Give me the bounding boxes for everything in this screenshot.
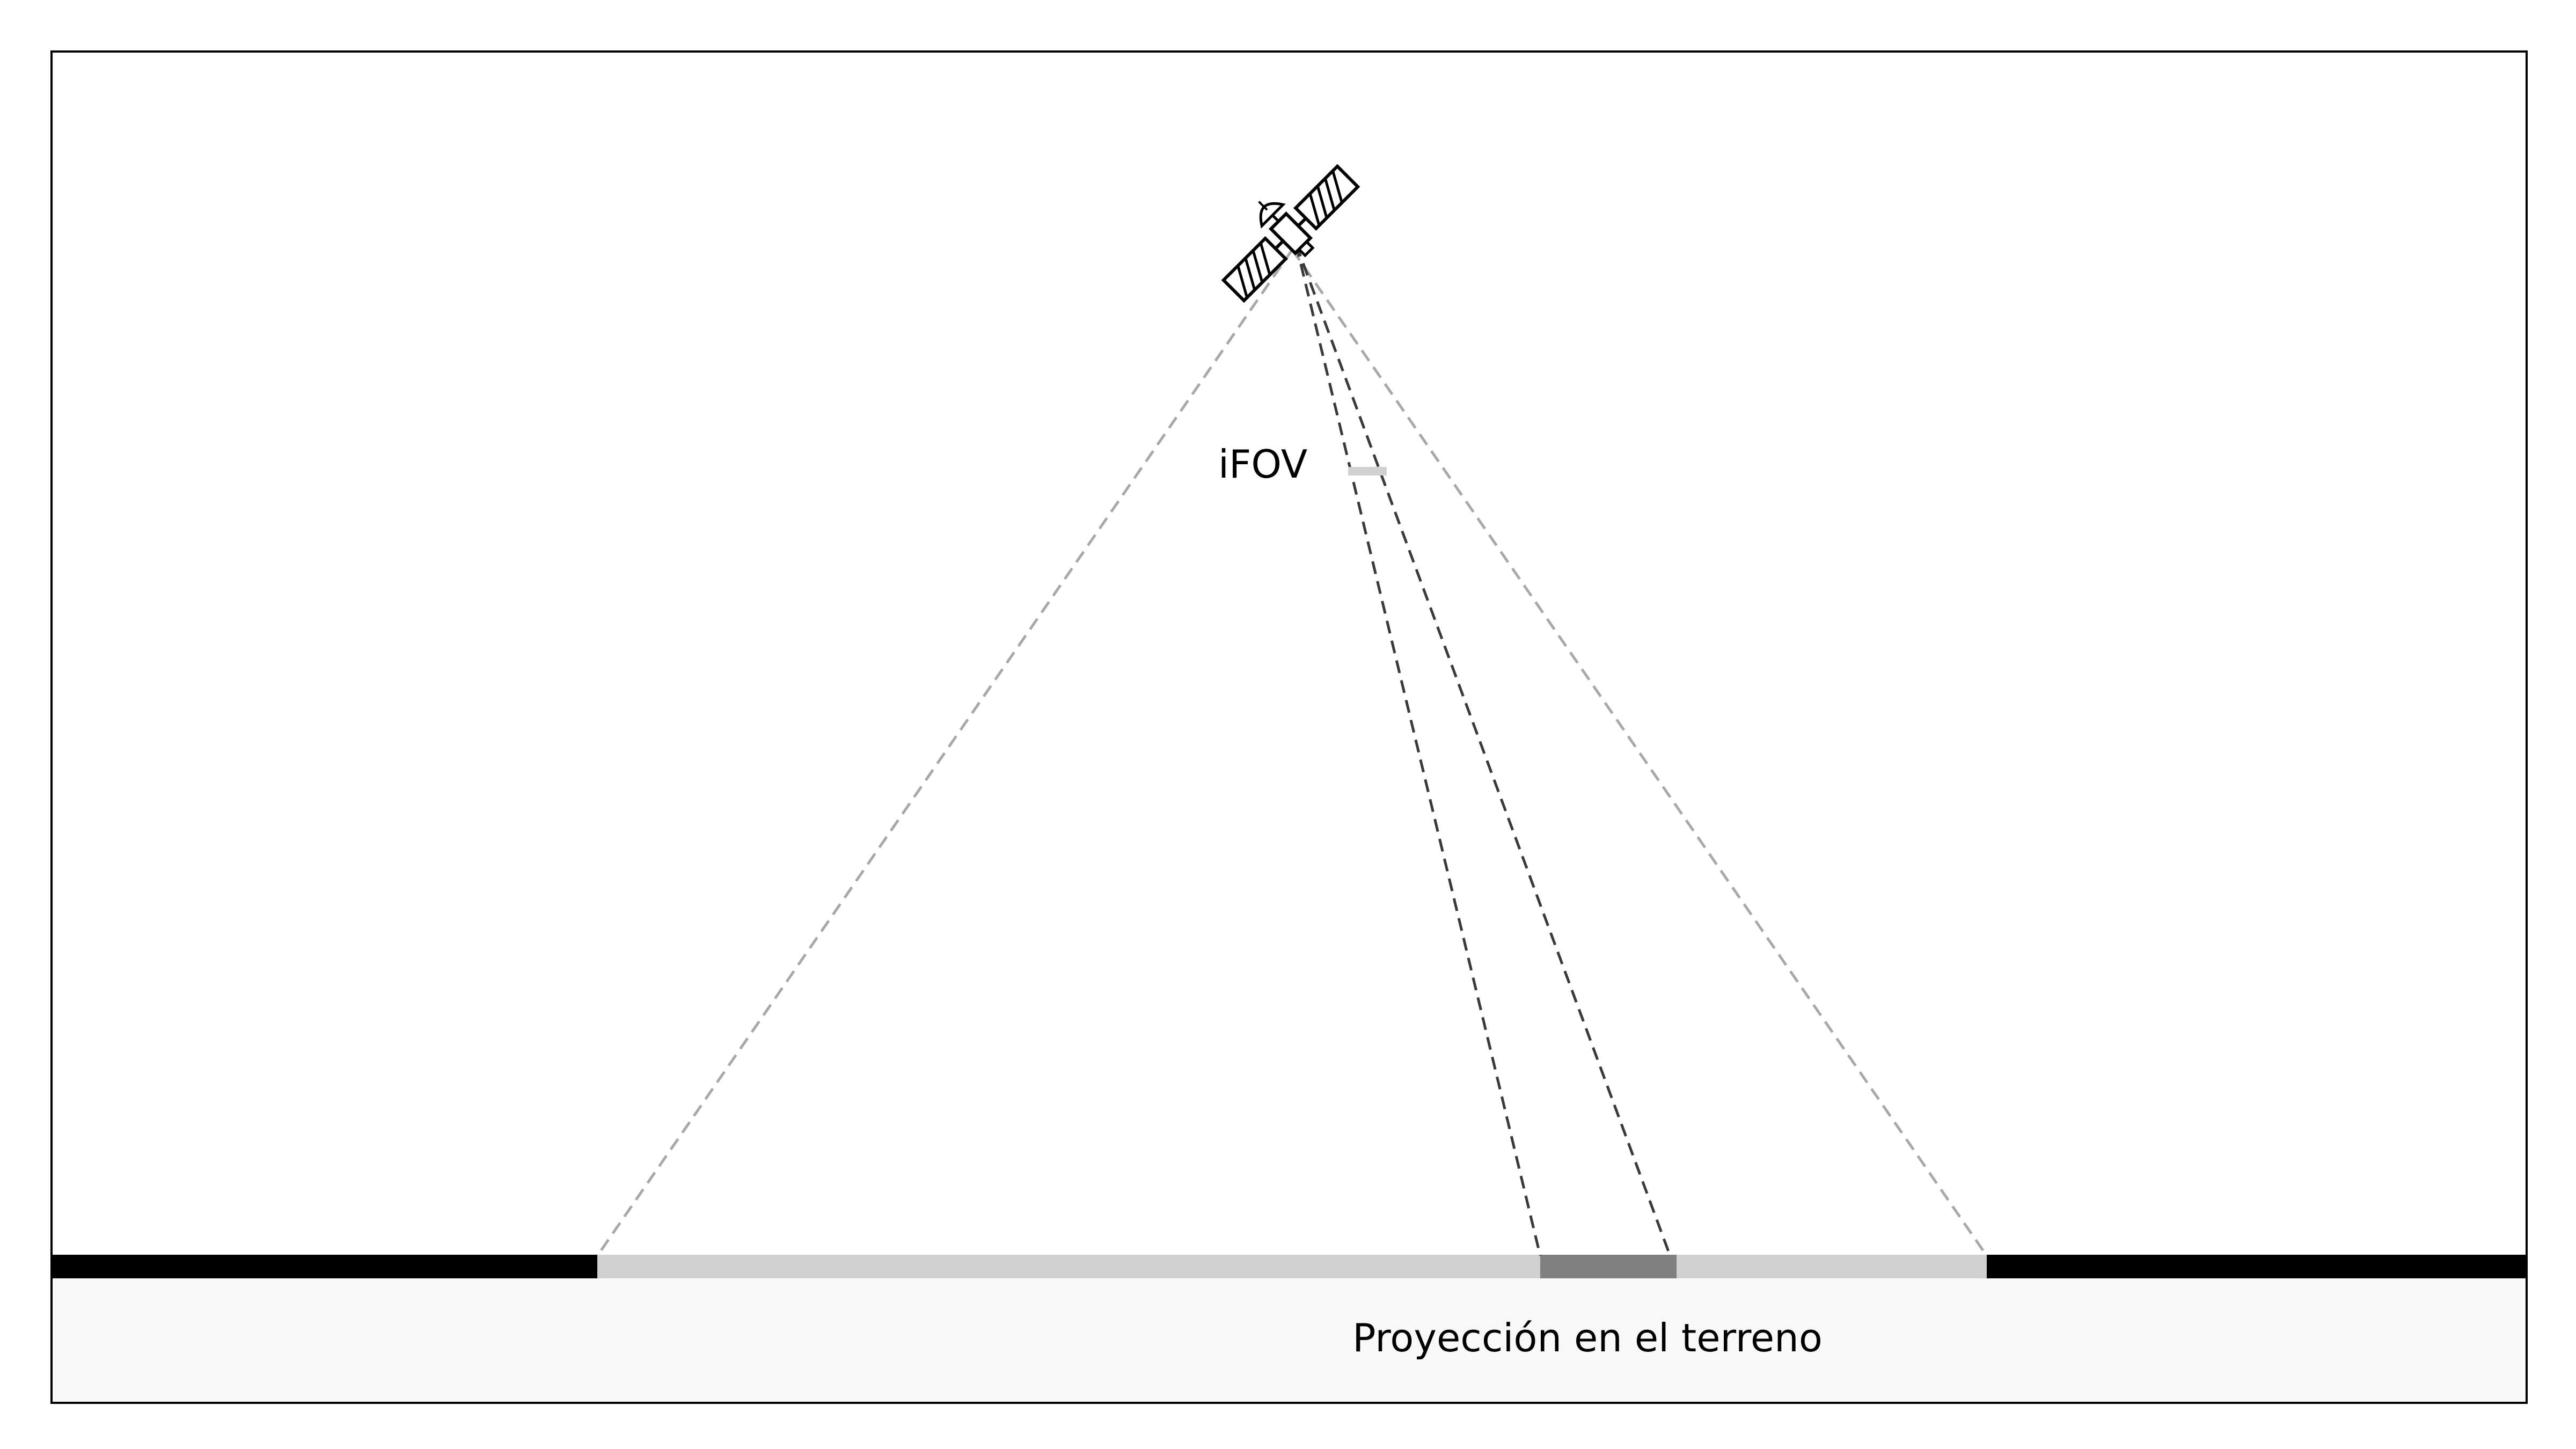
ifov-left-line [1294, 244, 1542, 1256]
ifov-right-line [1294, 244, 1672, 1256]
ifov-ground-footprint [1540, 1255, 1677, 1278]
terrain-right-segment [1987, 1255, 2527, 1278]
diagram-frame [50, 50, 2528, 1404]
ifov-label: iFOV [1218, 442, 1307, 487]
swath-ground-projection [597, 1255, 1987, 1278]
satellite-icon [1221, 164, 1360, 303]
ground-projection-label: Proyección en el terreno [1352, 1315, 1823, 1360]
terrain-left-segment [52, 1255, 597, 1278]
ground-band [52, 1277, 2527, 1403]
